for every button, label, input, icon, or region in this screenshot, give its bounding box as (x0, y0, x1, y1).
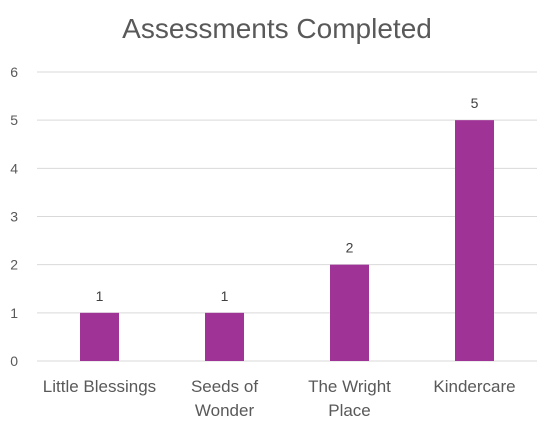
bar (455, 120, 494, 362)
bars (80, 120, 494, 362)
y-tick-label: 2 (10, 257, 18, 273)
bar (330, 264, 369, 361)
x-tick-label: Place (328, 401, 371, 420)
y-tick-label: 1 (10, 305, 18, 321)
x-tick-label: Kindercare (433, 377, 515, 396)
data-label: 5 (471, 95, 479, 111)
x-tick-label: Seeds of (191, 377, 258, 396)
x-axis-ticks: Little Blessings Seeds of Wonder The Wright… (43, 377, 516, 420)
chart-title: Assessments Completed (122, 13, 432, 44)
gridlines (37, 71, 537, 362)
data-label: 2 (346, 240, 354, 256)
y-tick-label: 6 (10, 64, 18, 80)
data-labels: 1 1 2 5 (96, 95, 479, 304)
data-label: 1 (96, 288, 104, 304)
x-tick-label: Wonder (195, 401, 255, 420)
y-tick-label: 3 (10, 209, 18, 225)
x-tick-label: The Wright (308, 377, 391, 396)
y-axis-ticks: 0 1 2 3 4 5 6 (10, 64, 18, 369)
y-tick-label: 4 (10, 160, 18, 176)
y-tick-label: 0 (10, 353, 18, 369)
y-tick-label: 5 (10, 112, 18, 128)
x-tick-label: Little Blessings (43, 377, 156, 396)
data-label: 1 (221, 288, 229, 304)
bar (80, 312, 119, 361)
bar (205, 312, 244, 361)
